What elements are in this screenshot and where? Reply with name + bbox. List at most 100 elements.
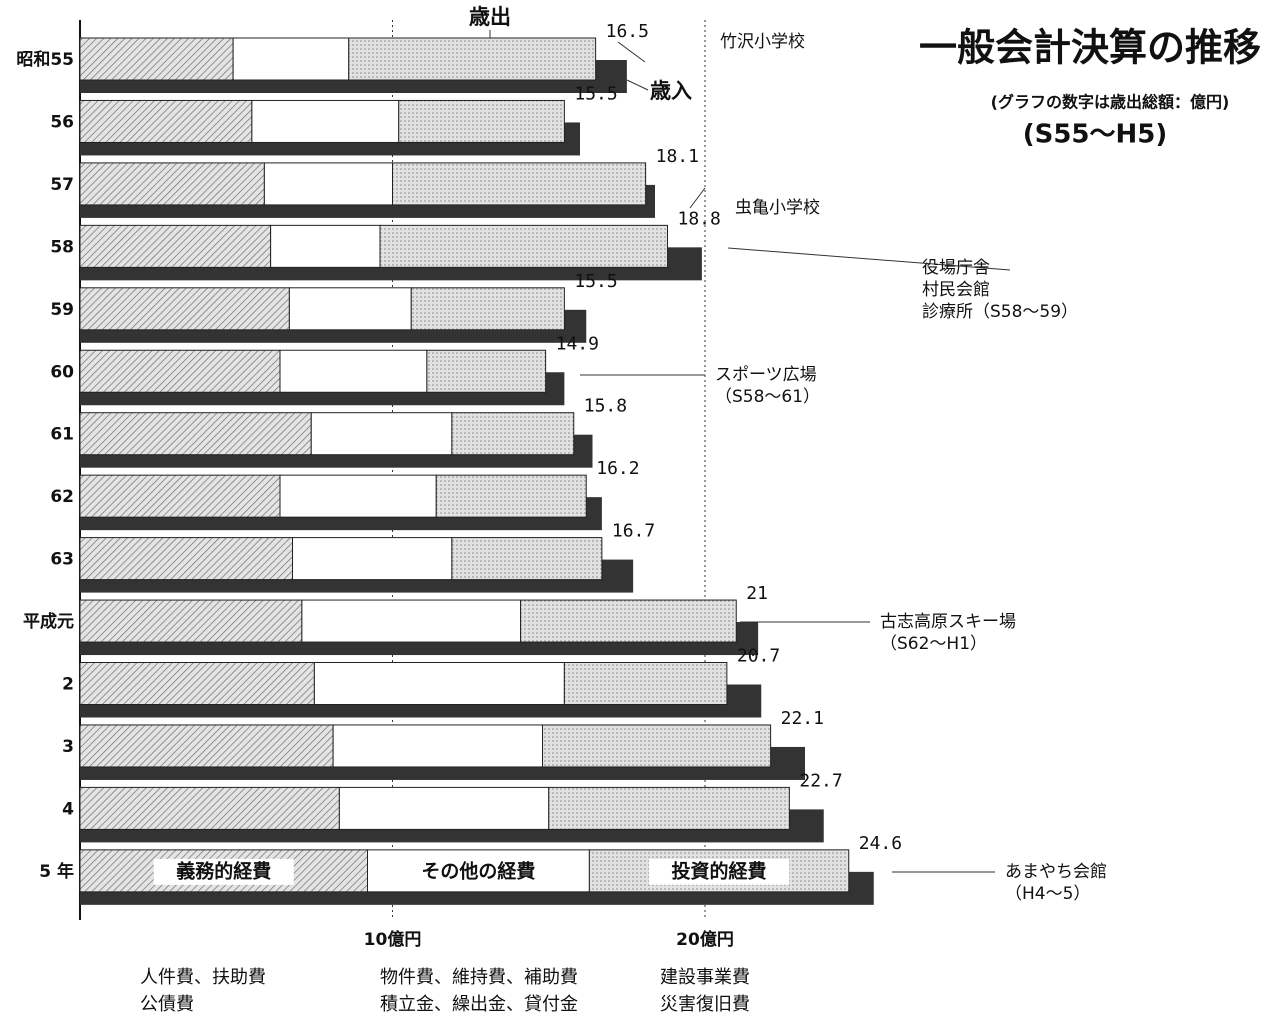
legend-note: 積立金、繰出金、貸付金 [380,994,578,1015]
annotation: あまやち会館 [1005,862,1107,882]
total-label: 16.2 [596,458,639,479]
bar-segment [426,349,547,393]
leader [689,187,706,209]
y-tick-label: 56 [50,112,74,132]
bar-segment [270,224,381,268]
legend-note: 建設事業費 [660,967,750,988]
leader [626,79,649,91]
bar-segment [313,662,565,705]
period: (S55～H5) [1023,120,1168,150]
bar-segment [398,99,565,143]
bar-segment [79,349,281,393]
y-tick-label: 2 [62,675,74,695]
bar-segment [563,662,728,705]
legend-label: 投資的経費 [672,859,767,882]
bar-segment [79,162,265,206]
bar-segment [79,537,293,581]
y-tick-label: 57 [50,175,74,195]
annotation: 村民会館 [922,280,990,300]
total-label: 22.1 [781,708,824,729]
total-label: 18.1 [656,146,699,167]
bar-segment [79,474,281,518]
bar-segment [79,37,234,81]
y-tick-label: 3 [62,737,74,757]
annotation: （S58～61） [715,387,820,407]
legend-note: 人件費、扶助費 [140,967,266,988]
annotation: スポーツ広場 [715,365,817,385]
bar-segment [392,162,647,206]
legend-label: 義務的経費 [176,859,271,882]
bar-segment [548,786,790,830]
annotation: 古志高原スキー場 [880,612,1016,632]
bar-segment [410,287,565,331]
annotation: 診療所（S58～59） [922,302,1078,322]
bar-segment [292,537,453,581]
bar-segment [279,349,428,393]
legend-note: 物件費、維持費、補助費 [380,967,578,988]
bar-segment [288,287,412,331]
y-tick-label: 58 [50,237,74,257]
bar-segment [232,37,350,81]
subtitle: (グラフの数字は歳出総額：億円) [991,93,1230,112]
y-tick-label: 平成元 [23,611,74,632]
bar-segment [79,224,272,268]
bar-segment [451,412,575,456]
y-tick-label: 59 [50,300,74,320]
total-label: 21 [746,583,768,604]
revenue-label: 歳入 [650,79,692,103]
total-label: 24.6 [859,833,902,854]
bar-segment [251,99,400,143]
bar-segment [451,537,603,581]
bar-segment [348,37,597,81]
total-label: 16.5 [606,21,649,42]
y-tick-label: 昭和55 [16,50,74,70]
y-tick-label: 5 年 [39,861,74,882]
bar-segment [310,412,453,456]
bar-segment [79,287,290,331]
bar-segment [338,786,550,830]
y-tick-label: 60 [50,362,74,382]
bar-segment [379,224,668,268]
bar-segment [520,599,737,643]
bar-segment [79,99,253,143]
y-tick-label: 4 [62,799,74,819]
bar-segment [79,412,312,456]
bar-segment [332,724,543,768]
leader [617,41,646,63]
total-label: 22.7 [799,770,842,791]
total-label: 18.8 [678,208,721,229]
expenditure-label: 歳出 [469,5,511,29]
total-label: 15.5 [574,271,617,292]
y-tick-label: 62 [50,487,74,507]
bar-segment [79,599,303,643]
total-label: 20.7 [737,646,780,667]
x-tick-label: 20億円 [676,929,734,950]
legend-box [153,858,294,885]
total-label: 15.5 [574,83,617,104]
annotation: 役場庁舎 [922,258,990,278]
annotation: 虫亀小学校 [735,198,820,218]
legend-box [408,858,549,885]
bar-segment [79,724,334,768]
leader [727,247,1011,271]
legend-note: 公債費 [140,994,194,1015]
bar-segment [301,599,522,643]
bar-segment [79,786,340,830]
bar-segment [263,162,393,206]
legend-note: 災害復旧費 [660,994,750,1015]
y-tick-label: 61 [50,425,74,445]
bar-segment [79,662,315,705]
total-label: 15.8 [584,396,627,417]
total-label: 14.9 [556,333,599,354]
annotation: 竹沢小学校 [720,32,805,52]
annotation: （S62～H1） [880,634,987,654]
bar-segment [542,724,772,768]
annotation: （H4～5） [1005,884,1090,904]
bar-segment [279,474,437,518]
legend-label: その他の経費 [421,859,535,882]
total-label: 16.7 [612,521,655,542]
x-tick-label: 10億円 [364,929,422,950]
y-tick-label: 63 [50,550,74,570]
chart-title: 一般会計決算の推移 [919,26,1261,70]
